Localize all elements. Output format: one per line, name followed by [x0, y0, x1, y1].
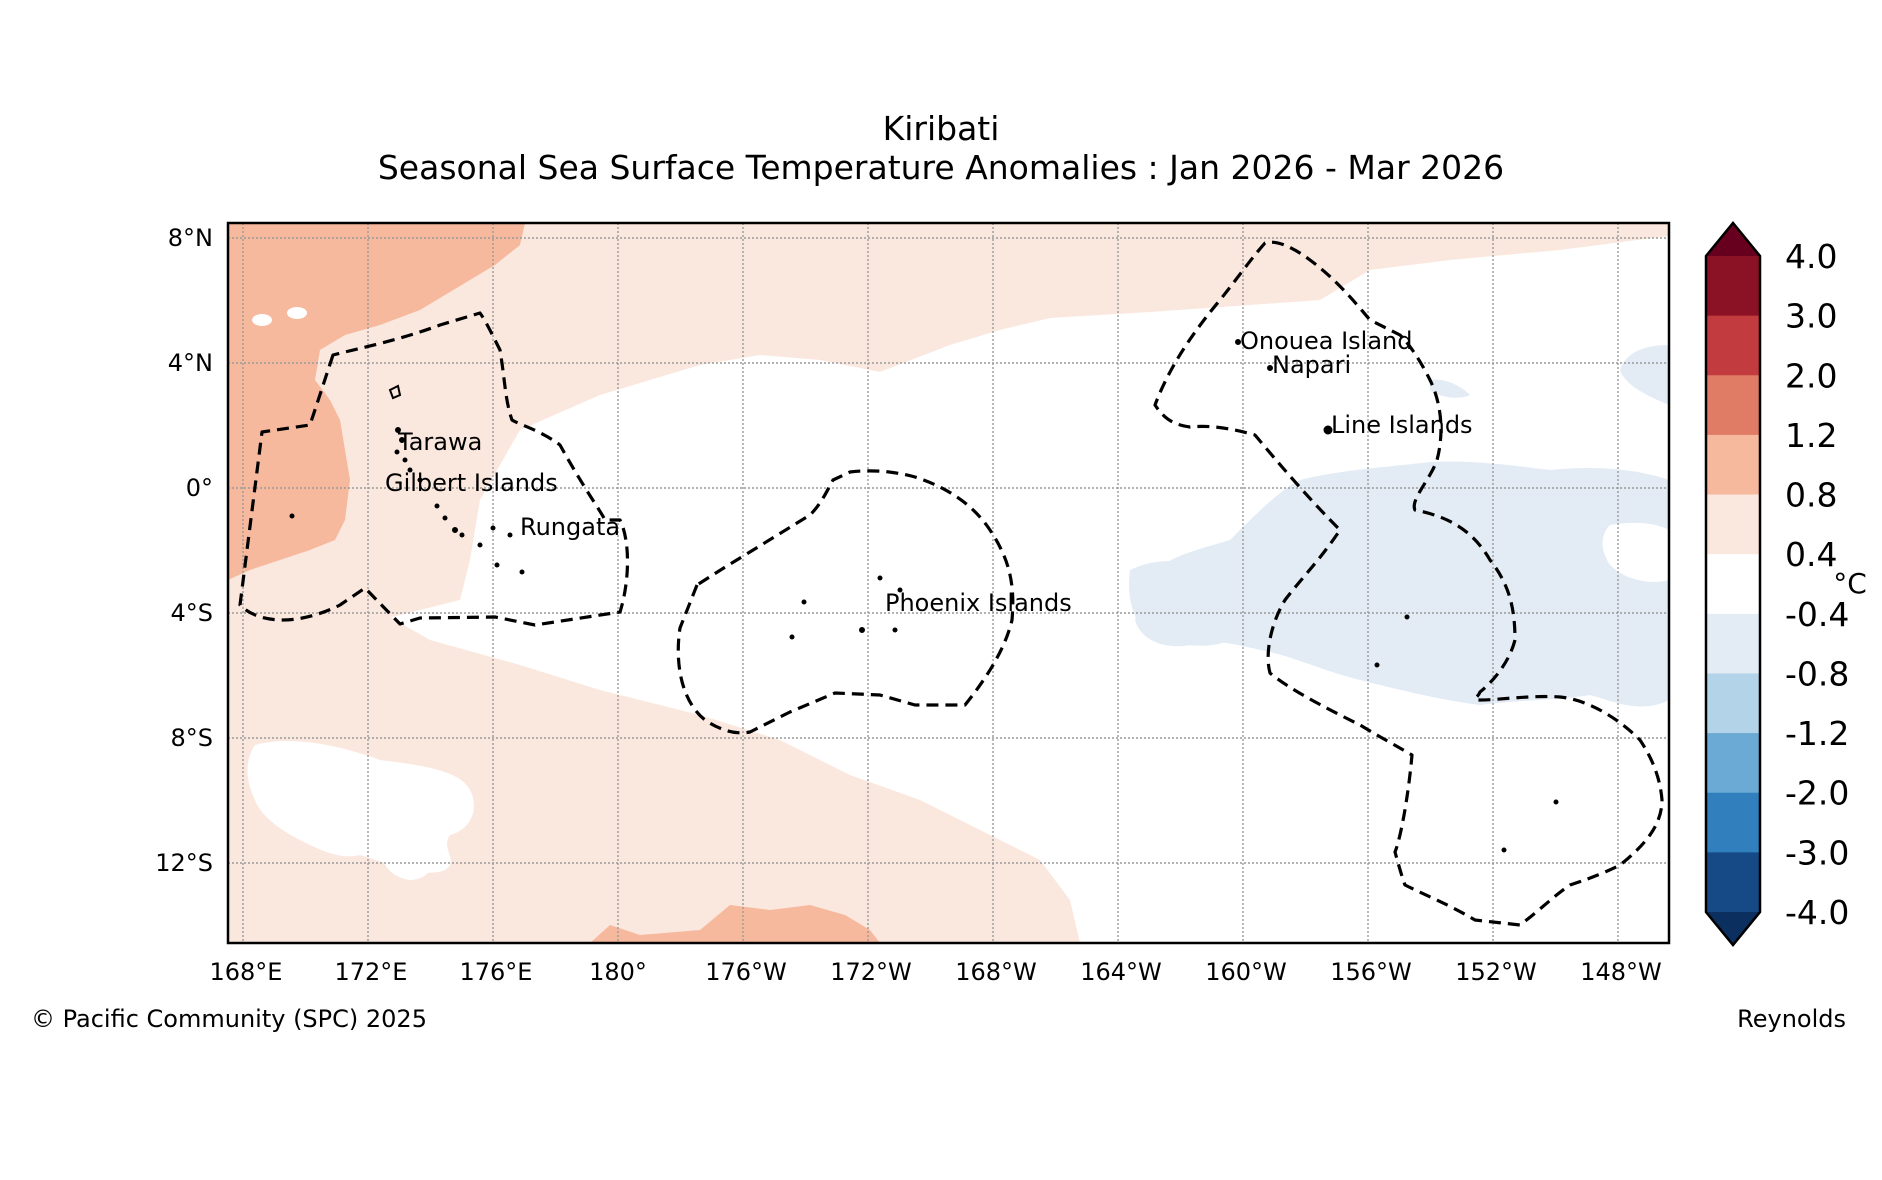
colorbar-cap-min [1706, 912, 1760, 945]
colorbar-band [1706, 673, 1760, 734]
place-labels: Tarawa Gilbert Islands Rungata Phoenix I… [385, 327, 1473, 617]
colorbar-band [1706, 315, 1760, 376]
x-tick-label: 168°E [210, 958, 283, 986]
data-source: Reynolds [1737, 1005, 1846, 1033]
label-line-islands: Line Islands [1331, 411, 1473, 439]
colorbar-unit: °C [1833, 567, 1867, 600]
colorbar-tick-label: -4.0 [1785, 893, 1849, 932]
map-subtitle: Seasonal Sea Surface Temperature Anomali… [377, 148, 1505, 187]
island-markers [289, 339, 1559, 853]
x-tick-label: 168°W [955, 958, 1037, 986]
colorbar-band [1706, 375, 1760, 436]
colorbar-tick-label: -0.8 [1785, 654, 1849, 693]
label-tarawa: Tarawa [397, 428, 482, 456]
colorbar-tick-label: -2.0 [1785, 774, 1849, 813]
north-warm-band [228, 223, 1669, 640]
colorbar-tick-label: 0.4 [1785, 535, 1837, 574]
y-tick-label: 0° [186, 474, 213, 502]
east-white-hole [1602, 522, 1669, 582]
colorbar: 4.0 3.0 2.0 1.2 0.8 0.4 -0.4 -0.8 -1.2 -2.0 -3.0 -4… [1704, 221, 1849, 947]
colorbar-tick-label: 1.2 [1785, 416, 1837, 455]
colorbar-band [1706, 613, 1760, 674]
ne-cool-patch [1620, 345, 1669, 405]
x-tick-label: 148°W [1580, 958, 1662, 986]
colorbar-band [1706, 792, 1760, 853]
x-tick-label: 152°W [1455, 958, 1537, 986]
x-tick-label: 156°W [1330, 958, 1412, 986]
colorbar-band [1706, 434, 1760, 496]
gridlines [228, 223, 1669, 943]
colorbar-band [1706, 554, 1760, 615]
map-frame [226, 221, 1671, 945]
label-phoenix-islands: Phoenix Islands [885, 589, 1072, 617]
colorbar-band [1706, 256, 1760, 317]
colorbar-tick-label: -3.0 [1785, 833, 1849, 872]
y-axis-labels: 8°N 4°N 0° 4°S 8°S 12°S [155, 224, 213, 877]
anomaly-field [228, 223, 1669, 943]
y-tick-label: 4°N [168, 349, 213, 377]
nw-white-speck [287, 307, 307, 319]
label-gilbert-islands: Gilbert Islands [385, 469, 558, 497]
x-tick-label: 176°W [705, 958, 787, 986]
y-tick-label: 8°S [170, 724, 213, 752]
colorbar-cap-max [1706, 223, 1760, 256]
x-tick-label: 164°W [1080, 958, 1162, 986]
line-islands-cool [1430, 379, 1470, 398]
colorbar-tick-label: 2.0 [1785, 356, 1837, 395]
x-axis-labels: 168°E 172°E 176°E 180° 176°W 172°W 168°W… [210, 958, 1662, 986]
south-warm-patch [590, 905, 880, 943]
colorbar-tick-label: -0.4 [1785, 595, 1849, 634]
label-onouea-island: Onouea Island [1240, 327, 1413, 355]
eez-boundaries [238, 240, 1664, 927]
y-tick-label: 8°N [168, 224, 213, 252]
colorbar-outline [1704, 221, 1762, 947]
colorbar-tick-label: 4.0 [1785, 237, 1837, 276]
x-tick-label: 172°E [335, 958, 408, 986]
x-tick-label: 160°W [1205, 958, 1287, 986]
colorbar-tick-label: -1.2 [1785, 714, 1849, 753]
sw-white-pocket-2 [379, 828, 434, 880]
colorbar-tick-label: 3.0 [1785, 297, 1837, 336]
x-tick-label: 176°E [460, 958, 533, 986]
eez-gilbert [238, 311, 630, 627]
copyright-credit: © Pacific Community (SPC) 2025 [31, 1005, 427, 1033]
colorbar-band [1706, 852, 1760, 913]
label-rungata: Rungata [520, 513, 620, 541]
eez-line [1153, 240, 1664, 927]
map-title: Kiribati [882, 109, 1000, 148]
y-tick-label: 4°S [170, 599, 213, 627]
label-napari: Napari [1272, 351, 1351, 379]
x-tick-label: 180° [589, 958, 647, 986]
nw-white-speck [252, 314, 272, 326]
eez-phoenix [676, 469, 1015, 735]
colorbar-band [1706, 733, 1760, 794]
x-tick-label: 172°W [830, 958, 912, 986]
colorbar-band [1706, 494, 1760, 555]
colorbar-tick-label: 0.8 [1785, 476, 1837, 515]
y-tick-label: 12°S [155, 849, 213, 877]
mid-cool-patch [1135, 600, 1209, 647]
